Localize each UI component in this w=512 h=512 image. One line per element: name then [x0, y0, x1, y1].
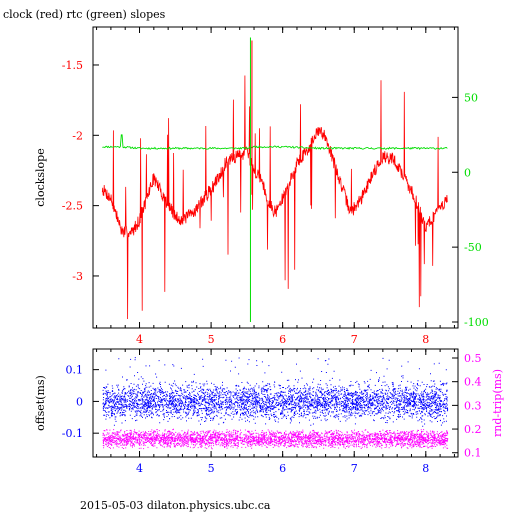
- y2-tick-label: -100: [464, 316, 489, 329]
- series-rtc-slope: [102, 134, 448, 151]
- y2-tick-label: 0: [464, 166, 471, 179]
- x-tick-label: 6: [279, 333, 286, 346]
- x-tick-label: 6: [279, 462, 286, 475]
- panel-frame: [92, 26, 459, 329]
- x-tick-label: 4: [136, 462, 143, 475]
- x-tick-label: 7: [351, 462, 358, 475]
- footer-caption: 2015-05-03 dilaton.physics.ubc.ca: [80, 499, 271, 512]
- y2-tick-label: -50: [464, 241, 482, 254]
- x-tick-label: 5: [208, 462, 215, 475]
- y2-tick-label: 0.1: [464, 447, 482, 460]
- y-tick-label: -2.5: [62, 200, 83, 213]
- series-clock-slope: [101, 75, 448, 320]
- series-offset: [102, 357, 449, 427]
- y-tick-label: 0.1: [66, 364, 84, 377]
- chart-title: clock (red) rtc (green) slopes: [3, 8, 166, 21]
- x-tick-label: 7: [351, 333, 358, 346]
- y2-tick-label: 0.3: [464, 399, 482, 412]
- panel-2: 4 5 6 7 8 0.1 0 -0.1 0.5 0.4 0.3 0.2 0.1 offset(ms) rn…: [34, 348, 504, 475]
- y-axis-label: offset(ms): [34, 375, 47, 431]
- x-tick-label: 4: [136, 333, 143, 346]
- y-tick-label: -3: [72, 270, 83, 283]
- y2-tick-label: 0.4: [464, 376, 482, 389]
- y2-tick-label: 50: [464, 91, 478, 104]
- y-tick-label: -1.5: [62, 59, 83, 72]
- y-tick-label: -0.1: [62, 427, 83, 440]
- series-round-trip: [102, 428, 449, 450]
- y2-axis-label: rnd-trip(ms): [491, 369, 504, 437]
- y-tick-label: 0: [76, 395, 83, 408]
- panel-frame: [92, 348, 459, 458]
- y2-tick-label: 0.5: [464, 352, 482, 365]
- panel-1: 4 5 6 7 8 -1.5 -2 -2.5 -3 50 0 -50 -100 clockslope: [34, 26, 489, 346]
- y-axis-label: clockslope: [34, 148, 47, 206]
- y2-tick-label: 0.2: [464, 423, 482, 436]
- y-tick-label: -2: [72, 129, 83, 142]
- x-tick-label: 8: [422, 333, 429, 346]
- x-tick-label: 5: [208, 333, 215, 346]
- x-tick-label: 8: [422, 462, 429, 475]
